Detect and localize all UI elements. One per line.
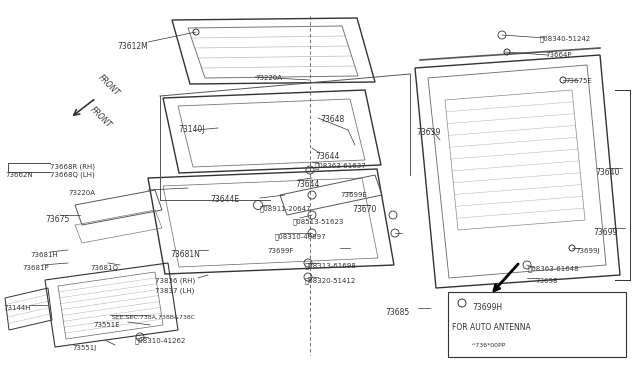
Text: 73140J: 73140J: [178, 125, 205, 134]
Text: 73681H: 73681H: [30, 252, 58, 258]
Text: 73220A: 73220A: [255, 75, 282, 81]
Text: ^736*00PP: ^736*00PP: [470, 343, 505, 348]
Text: 73644: 73644: [315, 152, 339, 161]
Text: 73836 (RH): 73836 (RH): [155, 278, 195, 285]
Text: 73699F: 73699F: [267, 248, 294, 254]
Text: 73664P: 73664P: [545, 52, 572, 58]
Text: 73668R (RH): 73668R (RH): [50, 163, 95, 170]
Text: 73699E: 73699E: [340, 192, 367, 198]
Text: 73220A: 73220A: [68, 190, 95, 196]
Text: Ⓢ08310-40897: Ⓢ08310-40897: [275, 233, 326, 240]
Text: 73551J: 73551J: [72, 345, 96, 351]
Text: Ⓝ08911-20647: Ⓝ08911-20647: [260, 205, 312, 212]
Text: 73699J: 73699J: [575, 248, 600, 254]
Text: 73551E: 73551E: [93, 322, 120, 328]
Text: FRONT: FRONT: [96, 73, 121, 98]
Text: FRONT: FRONT: [88, 105, 113, 130]
Text: 73640: 73640: [595, 168, 620, 177]
Text: Ⓢ08513-51623: Ⓢ08513-51623: [293, 218, 344, 225]
Text: Ⓢ08313-61698: Ⓢ08313-61698: [305, 262, 356, 269]
Text: 73144H: 73144H: [3, 305, 31, 311]
Text: 73670: 73670: [352, 205, 376, 214]
Text: 73685: 73685: [385, 308, 409, 317]
Text: Ⓢ08310-41262: Ⓢ08310-41262: [135, 337, 186, 344]
Text: Ⓢ08363-61637: Ⓢ08363-61637: [315, 162, 367, 169]
Text: 73612M: 73612M: [117, 42, 148, 51]
Text: 73699: 73699: [593, 228, 618, 237]
Text: 73648: 73648: [320, 115, 344, 124]
Text: FOR AUTO ANTENNA: FOR AUTO ANTENNA: [452, 323, 531, 332]
Text: 73662N: 73662N: [5, 172, 33, 178]
Text: Ⓢ08340-51242: Ⓢ08340-51242: [540, 35, 591, 42]
Text: Ⓢ08320-51412: Ⓢ08320-51412: [305, 277, 356, 283]
Text: 73837 (LH): 73837 (LH): [155, 288, 195, 295]
Text: 73681Q: 73681Q: [90, 265, 118, 271]
Text: Ⓢ08363-61648: Ⓢ08363-61648: [528, 265, 580, 272]
Text: 73639: 73639: [416, 128, 440, 137]
Bar: [448, 292, 626, 357]
Text: 73699H: 73699H: [472, 303, 502, 312]
Text: 73668Q (LH): 73668Q (LH): [50, 172, 95, 179]
Text: 73675: 73675: [45, 215, 69, 224]
Text: 73681P: 73681P: [22, 265, 49, 271]
Text: SEE SEC.738A,738B&738C: SEE SEC.738A,738B&738C: [112, 315, 195, 320]
Text: 73644E: 73644E: [210, 195, 239, 204]
Text: 73675E: 73675E: [565, 78, 592, 84]
Text: 73698: 73698: [535, 278, 557, 284]
Text: 73644: 73644: [295, 180, 319, 189]
Text: 73681N: 73681N: [170, 250, 200, 259]
